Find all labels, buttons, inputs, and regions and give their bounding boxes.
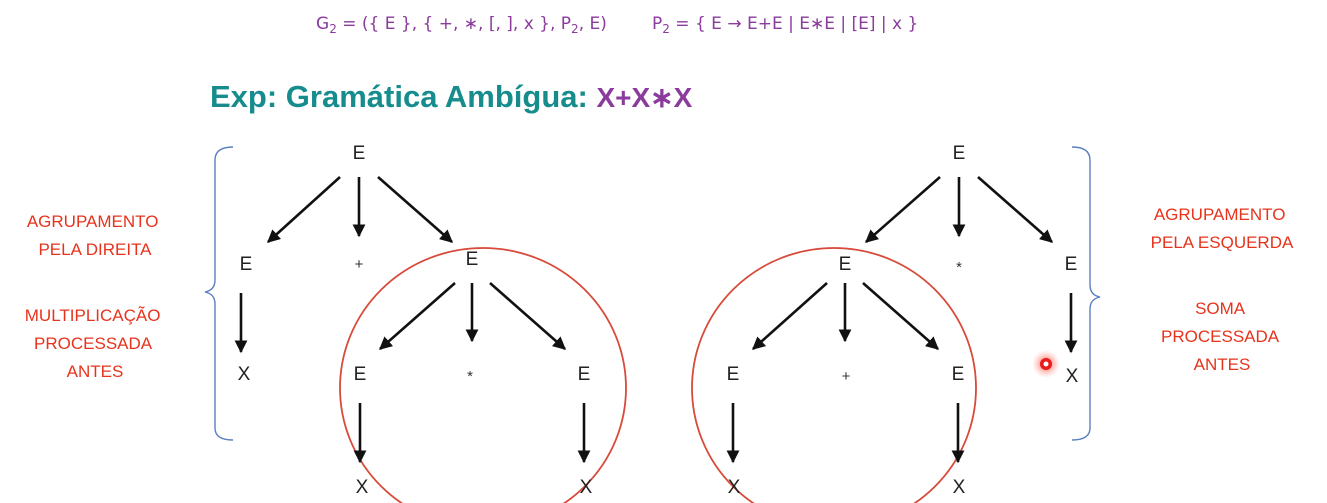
sub-right-leaf-node: X: [580, 477, 593, 498]
right-tree-operator-node: *: [956, 259, 962, 276]
right-tree-sub-left-node: E: [727, 364, 740, 385]
sub-left-node: E: [354, 364, 367, 385]
page-title: Exp: Gramática Ambígua: X+X∗X: [210, 79, 693, 114]
cursor-pointer-icon: [1032, 350, 1060, 378]
right-grouping-note: AGRUPAMENTO PELA ESQUERDA: [1151, 205, 1294, 252]
sub-operator-node: *: [467, 368, 473, 385]
right-edge-sub-left: [753, 283, 827, 349]
right-tree-left-child-node: E: [839, 254, 852, 275]
sub-left-leaf-node: X: [356, 477, 369, 498]
right-edge-sub-right: [863, 283, 938, 349]
left-edge-root-right: [378, 177, 452, 242]
right-tree-sub-left-leaf-node: X: [728, 477, 741, 498]
right-tree-sub-operator-node: +: [842, 368, 851, 385]
right-brace: [1072, 147, 1100, 440]
left-tree-edges: [241, 177, 584, 462]
production-rules: P2 = { E → E+E | E∗E | [E] | x }: [652, 14, 918, 36]
right-tree-sub-right-node: E: [952, 364, 965, 385]
left-operator-node: +: [355, 256, 364, 273]
right-tree-edges: [733, 177, 1071, 462]
right-edge-root-left: [866, 177, 940, 242]
left-edge-root-left: [268, 177, 340, 242]
right-tree-sub-right-leaf-node: X: [953, 477, 966, 498]
right-tree-right-child-node: E: [1065, 254, 1078, 275]
left-grouping-note: AGRUPAMENTO PELA DIREITA: [27, 212, 163, 259]
left-root-node: E: [353, 143, 366, 164]
right-tree-right-leaf-node: X: [1066, 366, 1079, 387]
left-leaf-node: X: [238, 364, 251, 385]
left-brace: [205, 147, 233, 440]
right-processing-note: SOMA PROCESSADA ANTES: [1161, 299, 1283, 374]
left-child-node: E: [240, 254, 253, 275]
sub-right-node: E: [578, 364, 591, 385]
left-edge-sub-right: [490, 283, 565, 349]
grammar-definition: G2 = ({ E }, { +, ∗, [, ], x }, P2, E): [316, 14, 607, 36]
right-edge-root-right: [978, 177, 1052, 242]
left-processing-note: MULTIPLICAÇÃO PROCESSADA ANTES: [25, 306, 165, 381]
left-edge-sub-left: [380, 283, 455, 349]
right-child-node: E: [466, 249, 479, 270]
right-tree-root-node: E: [953, 143, 966, 164]
